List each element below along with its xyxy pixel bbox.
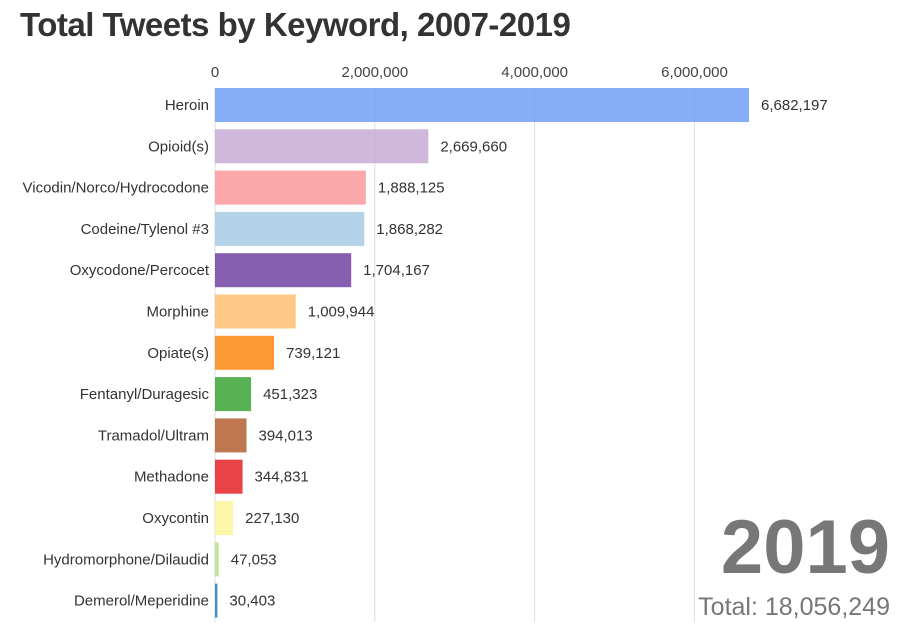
category-labels: Heroin Opioid(s) Vicodin/Norco/Hydrocodone… bbox=[23, 97, 210, 610]
category-label: Hydromorphone/Dilaudid bbox=[43, 551, 209, 568]
bar bbox=[215, 501, 234, 535]
value-label: 30,403 bbox=[229, 593, 275, 610]
value-label: 451,323 bbox=[263, 386, 317, 403]
category-label: Codeine/Tylenol #3 bbox=[81, 221, 209, 238]
x-tick-label: 6,000,000 bbox=[661, 64, 728, 81]
x-tick-label: 0 bbox=[211, 64, 219, 81]
bar bbox=[215, 542, 219, 577]
bar bbox=[215, 294, 296, 329]
x-tick-label: 4,000,000 bbox=[501, 64, 568, 81]
category-label: Heroin bbox=[165, 97, 209, 114]
bar bbox=[215, 129, 429, 164]
category-label: Demerol/Meperidine bbox=[74, 593, 209, 610]
bar bbox=[215, 170, 366, 205]
value-label: 1,704,167 bbox=[363, 262, 430, 279]
value-label: 6,682,197 bbox=[761, 97, 828, 114]
bar bbox=[215, 253, 352, 288]
category-label: Opioid(s) bbox=[148, 138, 209, 155]
value-label: 1,868,282 bbox=[376, 221, 443, 238]
category-label: Vicodin/Norco/Hydrocodone bbox=[23, 180, 210, 197]
bar bbox=[215, 583, 218, 618]
value-label: 1,009,944 bbox=[308, 304, 375, 321]
value-label: 739,121 bbox=[286, 345, 340, 362]
bar bbox=[215, 418, 247, 453]
value-label: 47,053 bbox=[231, 551, 277, 568]
bar bbox=[215, 459, 243, 494]
value-label: 227,130 bbox=[245, 510, 299, 527]
category-label: Fentanyl/Duragesic bbox=[80, 386, 210, 403]
category-label: Oxycodone/Percocet bbox=[70, 262, 210, 279]
value-label: 2,669,660 bbox=[440, 138, 507, 155]
category-label: Oxycontin bbox=[142, 510, 209, 527]
chart-title: Total Tweets by Keyword, 2007-2019 bbox=[20, 6, 571, 43]
value-label: 394,013 bbox=[258, 427, 312, 444]
x-tick-label: 2,000,000 bbox=[341, 64, 408, 81]
bar bbox=[215, 335, 275, 370]
category-label: Morphine bbox=[146, 304, 209, 321]
bar bbox=[215, 211, 365, 246]
year-label: 2019 bbox=[721, 505, 890, 590]
bars bbox=[215, 88, 749, 618]
value-label: 344,831 bbox=[255, 469, 309, 486]
total-label: Total: 18,056,249 bbox=[698, 593, 890, 621]
value-label: 1,888,125 bbox=[378, 180, 445, 197]
category-label: Opiate(s) bbox=[147, 345, 209, 362]
category-label: Methadone bbox=[134, 469, 209, 486]
x-axis-ticks: 0 2,000,000 4,000,000 6,000,000 bbox=[211, 64, 728, 81]
bar bbox=[215, 88, 749, 122]
value-labels: 6,682,197 2,669,660 1,888,125 1,868,282 1,70… bbox=[229, 97, 827, 610]
bar bbox=[215, 377, 252, 412]
category-label: Tramadol/Ultram bbox=[98, 427, 209, 444]
